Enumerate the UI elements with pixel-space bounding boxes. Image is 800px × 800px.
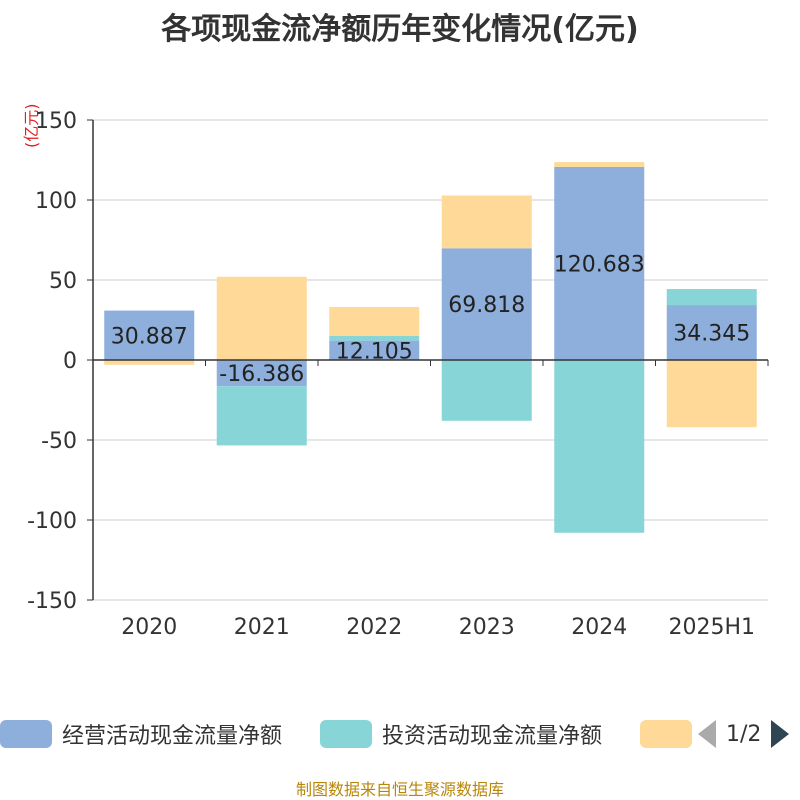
bar-series2-2022: [329, 307, 420, 336]
chart-title: 各项现金流净额历年变化情况(亿元): [161, 12, 639, 47]
data-label-2020: 30.887: [111, 324, 188, 349]
data-label-2023: 69.818: [448, 293, 525, 318]
data-label-2021: -16.386: [219, 362, 304, 387]
bar-series0-2022: [329, 340, 420, 360]
legend-item-investing[interactable]: 投资活动现金流量净额: [320, 720, 603, 749]
bar-series2-2020: [104, 360, 195, 365]
bar-series1-2024: [554, 360, 645, 533]
data-label-2024: 120.683: [554, 252, 645, 277]
data-label-2022: 12.105: [336, 339, 413, 364]
x-tick-label: 2021: [234, 615, 290, 640]
bar-series0-2024: [554, 166, 645, 360]
y-tick-label: 50: [49, 269, 77, 294]
legend-pager: 1/2: [698, 718, 790, 750]
bar-series0-2021: [216, 360, 307, 387]
y-tick-label: -150: [27, 589, 77, 614]
x-tick-label: 2023: [459, 615, 515, 640]
x-tick-label: 2020: [121, 615, 177, 640]
bar-series1-2022: [329, 335, 420, 341]
bar-series2-2025H1: [666, 360, 757, 428]
chart-canvas: 150 100 50 0 -50 -100 -150 30.887 -16.386 12.105 6…: [27, 109, 769, 640]
legend-page-indicator: 1/2: [726, 721, 762, 747]
x-tick-label: 2024: [571, 615, 627, 640]
bar-series2-2023: [441, 195, 532, 249]
bar-series1-2023: [441, 360, 532, 421]
legend-item-operating[interactable]: 经营活动现金流量净额: [0, 720, 283, 749]
data-label-2025H1: 34.345: [673, 322, 750, 347]
legend-label-operating: 经营活动现金流量净额: [62, 724, 283, 749]
bar-series0-2025H1: [666, 305, 757, 360]
bar-series0-2023: [441, 248, 532, 360]
legend-next-page-icon[interactable]: [771, 720, 790, 748]
bar-series1-2021: [216, 386, 307, 446]
y-tick-label: 0: [63, 349, 77, 374]
legend-item-financing[interactable]: [640, 720, 702, 748]
y-tick-label: 100: [35, 189, 77, 214]
legend-prev-page-icon[interactable]: [698, 720, 716, 748]
y-tick-label: -50: [41, 429, 77, 454]
x-tick-label: 2025H1: [668, 615, 755, 640]
y-tick-label: 150: [35, 109, 77, 134]
legend-label-investing: 投资活动现金流量净额: [382, 724, 603, 749]
legend-swatch-operating: [0, 720, 52, 748]
bar-series0-2020: [104, 310, 195, 360]
bar-series1-2025H1: [666, 289, 757, 306]
bar-series2-2021: [216, 276, 307, 360]
bar-series2-2024: [554, 162, 645, 167]
legend-swatch-financing: [640, 720, 692, 748]
legend-swatch-investing: [320, 720, 372, 748]
y-tick-label: -100: [27, 509, 77, 534]
data-source-footer: 制图数据来自恒生聚源数据库: [295, 780, 504, 799]
legend: 经营活动现金流量净额 投资活动现金流量净额 1/2: [0, 714, 800, 754]
x-tick-label: 2022: [346, 615, 402, 640]
